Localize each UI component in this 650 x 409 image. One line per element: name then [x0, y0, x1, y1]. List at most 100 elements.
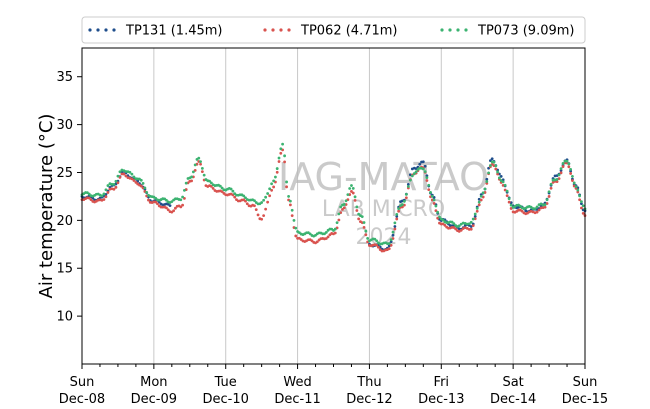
data-point	[393, 221, 397, 225]
data-point	[350, 184, 353, 187]
x-tick-label-day: Sun	[70, 375, 95, 390]
data-point	[377, 245, 380, 249]
data-point	[412, 172, 416, 175]
data-point	[565, 159, 569, 163]
y-tick-label: 35	[56, 70, 73, 85]
data-point	[549, 182, 553, 186]
data-point	[427, 183, 431, 187]
data-point	[477, 200, 481, 204]
x-tick-label-date: Dec-11	[274, 392, 320, 407]
data-point	[190, 175, 193, 179]
data-point	[275, 167, 279, 170]
data-point	[364, 229, 368, 233]
data-point	[348, 187, 352, 190]
data-point	[102, 192, 106, 196]
data-point	[114, 185, 118, 189]
data-point	[315, 240, 319, 244]
data-point	[408, 178, 412, 182]
data-point	[268, 187, 272, 191]
data-point	[275, 170, 279, 174]
data-point	[274, 175, 277, 179]
data-point	[351, 187, 355, 190]
x-tick-label-day: Fri	[434, 375, 450, 390]
data-point	[425, 176, 429, 180]
data-point	[242, 194, 246, 198]
y-axis: 10 15 20 25 30 35	[56, 70, 82, 325]
data-point	[272, 185, 276, 189]
legend-label: TP073 (9.09m)	[477, 24, 574, 39]
y-tick-label: 25	[56, 166, 73, 181]
data-point	[406, 183, 410, 186]
data-point	[389, 243, 393, 247]
data-point	[543, 203, 547, 207]
data-point	[559, 167, 563, 171]
data-point	[452, 222, 456, 225]
data-point	[143, 186, 147, 190]
data-point	[102, 198, 106, 201]
x-tick-label-day: Sat	[502, 375, 523, 390]
data-point	[170, 200, 174, 204]
data-point	[141, 181, 145, 185]
data-point	[220, 190, 224, 194]
data-point	[147, 198, 150, 202]
data-point	[270, 182, 274, 186]
data-point	[132, 179, 136, 182]
data-point	[326, 235, 330, 239]
data-point	[277, 160, 281, 163]
data-point	[497, 176, 501, 180]
data-point	[128, 170, 132, 174]
data-point	[342, 206, 346, 210]
data-point	[467, 222, 471, 226]
data-point	[485, 177, 489, 181]
data-point	[494, 167, 498, 171]
data-point	[434, 204, 438, 208]
data-point	[518, 204, 522, 208]
data-point	[581, 212, 585, 215]
data-point	[389, 238, 393, 242]
data-point	[406, 185, 410, 188]
data-point	[337, 212, 341, 216]
data-point	[355, 205, 359, 209]
x-tick-label-date: Dec-14	[490, 392, 536, 407]
legend: TP131 (1.45m) TP062 (4.71m) TP073 (9.09m)	[81, 16, 586, 44]
x-tick-label-date: Dec-08	[59, 392, 105, 407]
data-point	[116, 181, 120, 185]
data-point	[333, 227, 337, 231]
data-point	[122, 172, 126, 176]
data-point	[199, 160, 202, 164]
data-point	[569, 168, 573, 171]
data-point	[494, 164, 498, 168]
data-point	[436, 210, 440, 214]
data-point	[391, 230, 395, 234]
data-point	[130, 177, 134, 181]
data-point	[209, 181, 213, 185]
data-point	[499, 179, 503, 182]
data-point	[154, 200, 158, 204]
data-point	[496, 172, 499, 176]
data-point	[414, 170, 418, 174]
data-point	[287, 195, 290, 198]
data-point	[279, 151, 283, 155]
data-point	[264, 207, 268, 211]
data-point	[339, 205, 343, 209]
data-point	[481, 191, 485, 195]
data-point	[333, 231, 337, 235]
data-point	[244, 196, 247, 200]
data-point	[553, 174, 557, 178]
y-tick-label: 15	[56, 262, 73, 277]
legend-label: TP062 (4.71m)	[300, 24, 397, 39]
y-axis-title: Air temperature (°C)	[36, 114, 57, 299]
data-point	[362, 226, 366, 229]
data-point	[166, 208, 170, 212]
data-point	[549, 186, 553, 190]
legend-marker	[464, 28, 468, 32]
data-point	[253, 204, 256, 208]
data-point	[245, 202, 249, 206]
legend-marker	[88, 28, 92, 32]
data-point	[471, 224, 475, 228]
legend-item-3: TP073 (9.09m)	[440, 24, 574, 39]
data-point	[563, 159, 567, 163]
data-point	[430, 194, 434, 198]
data-point	[569, 172, 573, 175]
data-point	[567, 165, 571, 169]
